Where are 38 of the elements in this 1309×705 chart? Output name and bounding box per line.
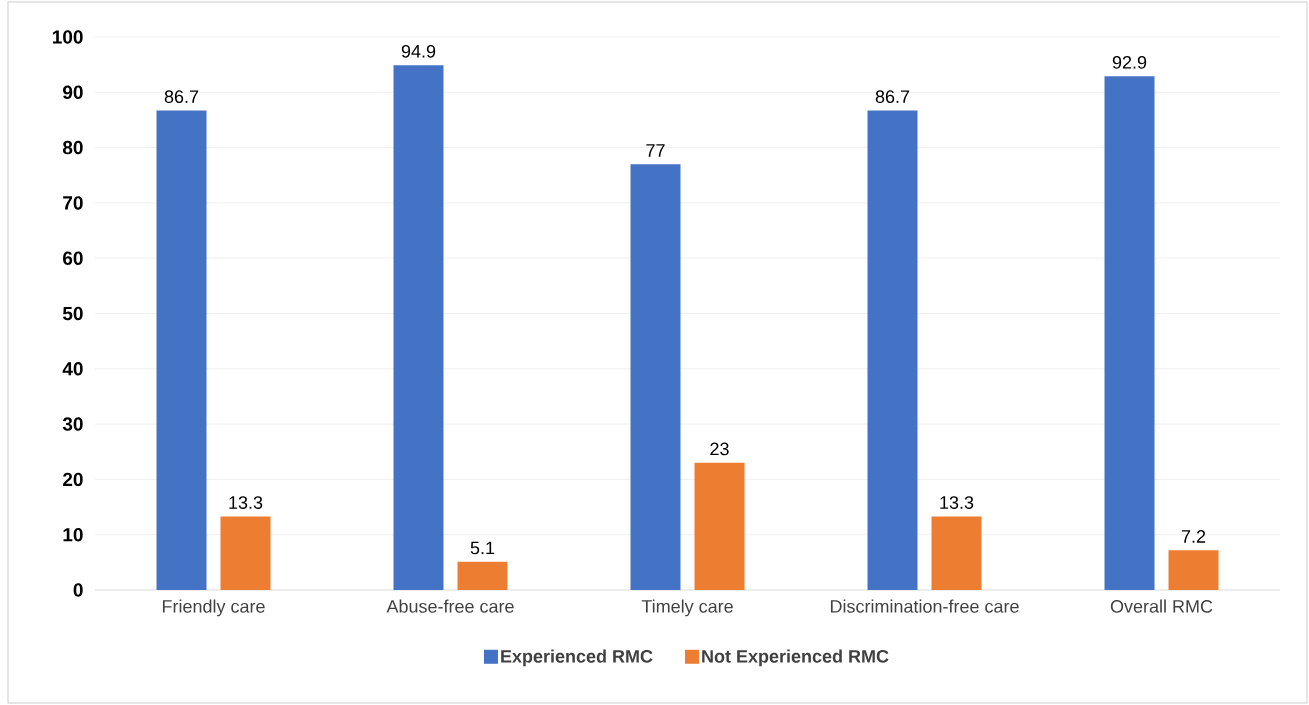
bar [931,516,982,590]
data-label: 92.9 [1112,55,1147,69]
bar [694,462,745,590]
x-tick-label: Friendly care [162,599,265,617]
x-tick-label: Timely care [641,599,733,617]
bar [1168,550,1219,590]
bar [630,164,681,590]
x-tick-label: Overall RMC [1110,599,1213,613]
y-tick-label: 0 [73,583,83,597]
bar [393,65,444,590]
y-tick-label: 20 [63,472,83,487]
bar [156,110,207,590]
data-label: 94.9 [401,44,436,58]
bar [220,516,271,590]
y-tick-label: 40 [62,362,83,376]
data-label: 23 [710,442,729,456]
y-tick-label: 30 [62,417,83,431]
bar [867,110,918,590]
y-tick-label: 70 [63,196,83,210]
y-tick-label: 10 [63,527,83,542]
y-tick-label: 60 [63,251,83,265]
data-label: 86.7 [875,90,910,104]
x-tick-label: Discrimination-free care [830,599,1019,613]
y-tick-label: 100 [52,30,83,44]
y-tick-label: 80 [62,140,83,155]
data-label: 13.3 [940,496,974,509]
legend-label: Experienced RMC [501,649,653,667]
data-label: 13.3 [229,496,263,509]
y-tick-label: 50 [62,306,83,321]
bar [457,561,508,590]
data-label: 77 [646,144,665,157]
bar [1104,76,1155,590]
data-label: 7.2 [1181,530,1206,543]
x-tick-label: Abuse-free care [386,599,514,613]
data-label: 5.1 [470,541,495,555]
legend-label: Not Experienced RMC [702,649,889,667]
data-label: 86.7 [164,90,199,104]
y-tick-label: 90 [63,85,83,100]
